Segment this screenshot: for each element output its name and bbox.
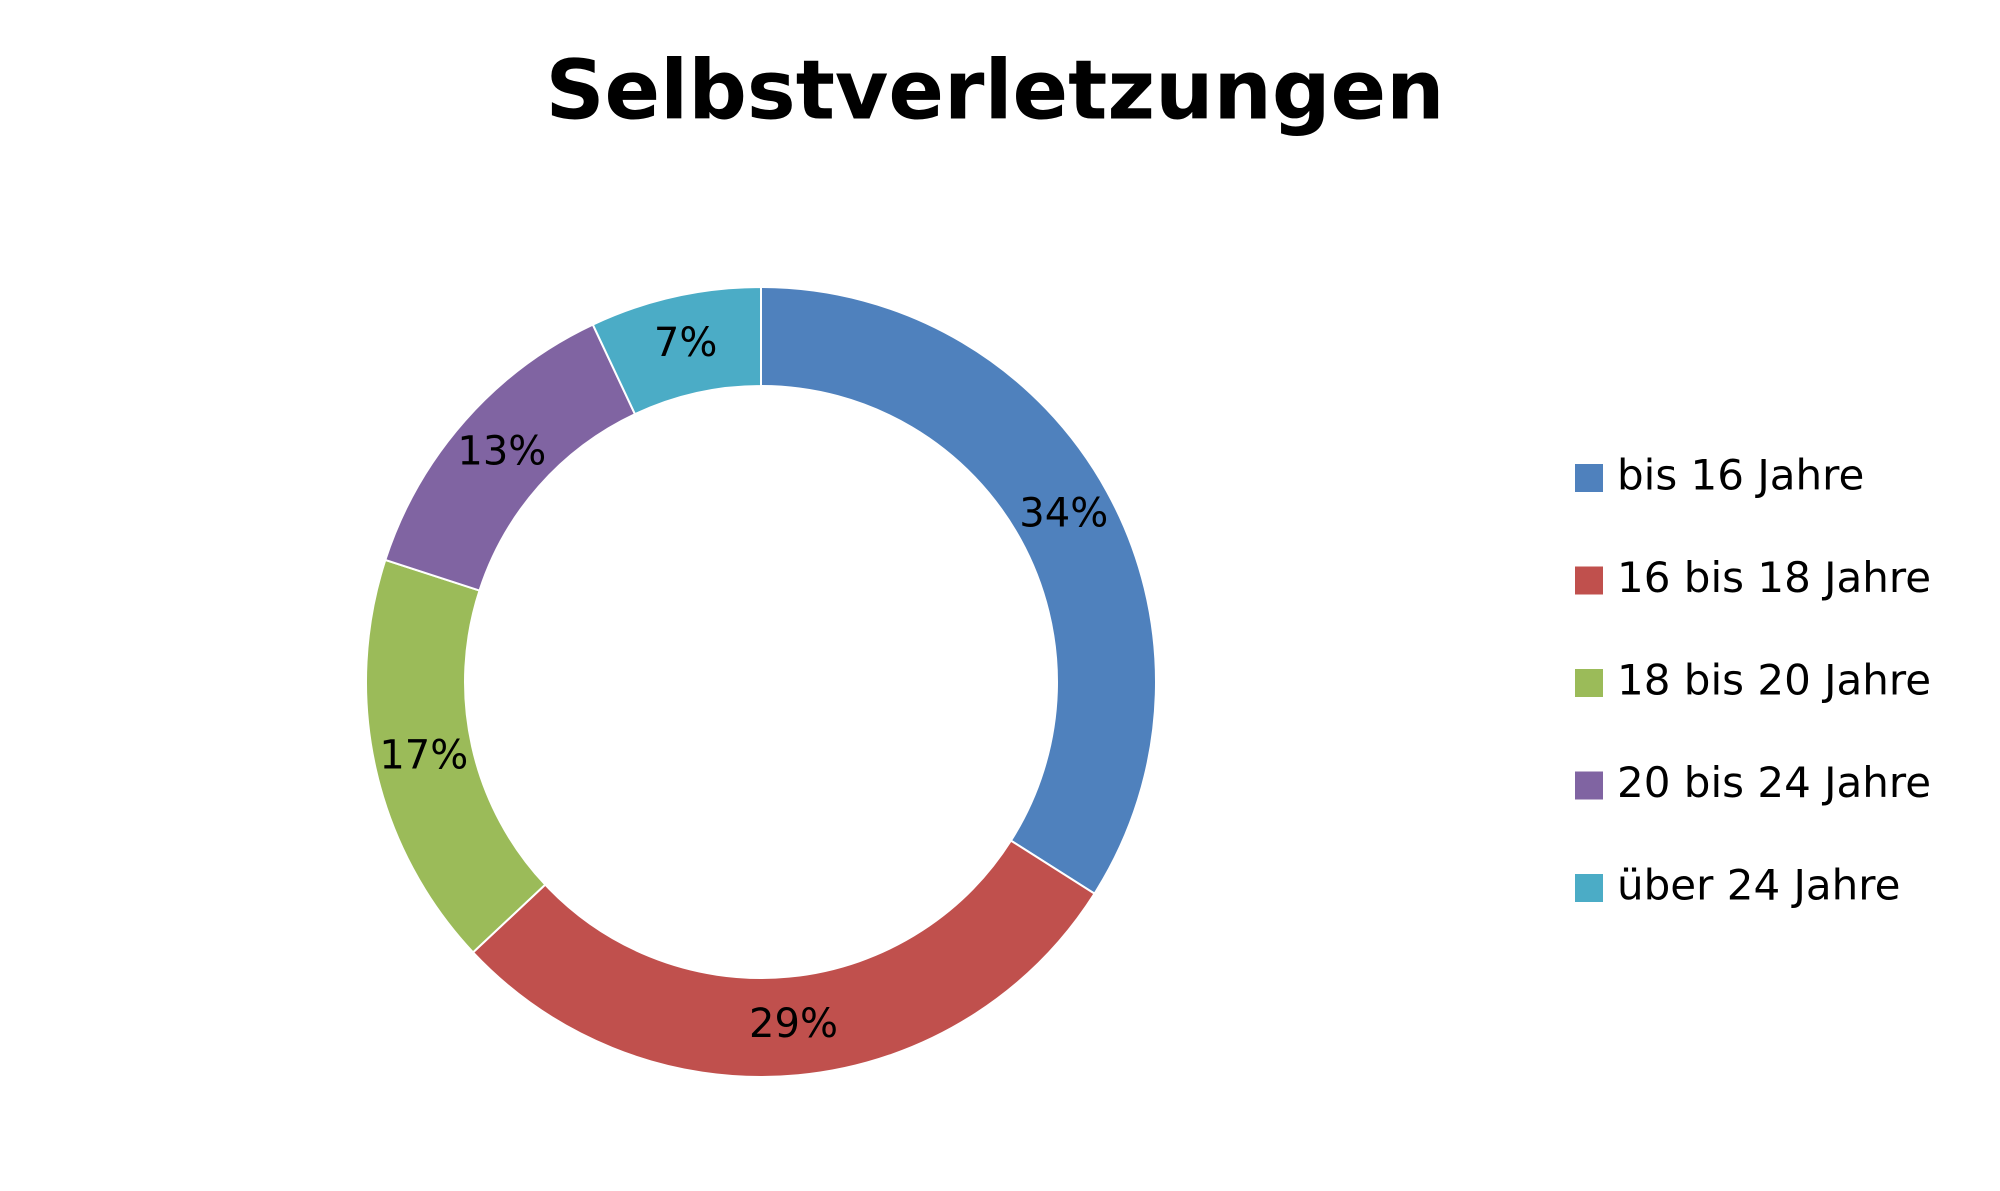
- data-label: 17%: [379, 732, 468, 778]
- legend-label: bis 16 Jahre: [1617, 451, 1864, 500]
- legend-swatch: [1575, 566, 1603, 595]
- legend-swatch: [1575, 771, 1603, 800]
- donut-segment: [471, 839, 1096, 1078]
- legend-swatch: [1575, 464, 1603, 492]
- legend-label: über 24 Jahre: [1617, 861, 1900, 910]
- legend-label: 20 bis 24 Jahre: [1617, 758, 1931, 807]
- data-label: 13%: [457, 429, 546, 475]
- data-label: 29%: [749, 1001, 838, 1047]
- legend-swatch: [1575, 874, 1603, 902]
- chart-title: Selbstverletzungen: [545, 43, 1444, 138]
- data-label: 34%: [1019, 491, 1108, 537]
- legend-swatch: [1575, 669, 1603, 697]
- legend-label: 18 bis 20 Jahre: [1617, 656, 1931, 705]
- donut-segment: [760, 285, 1157, 896]
- data-label: 7%: [654, 320, 717, 366]
- legend-label: 16 bis 18 Jahre: [1617, 553, 1931, 602]
- donut-segment: [591, 285, 762, 416]
